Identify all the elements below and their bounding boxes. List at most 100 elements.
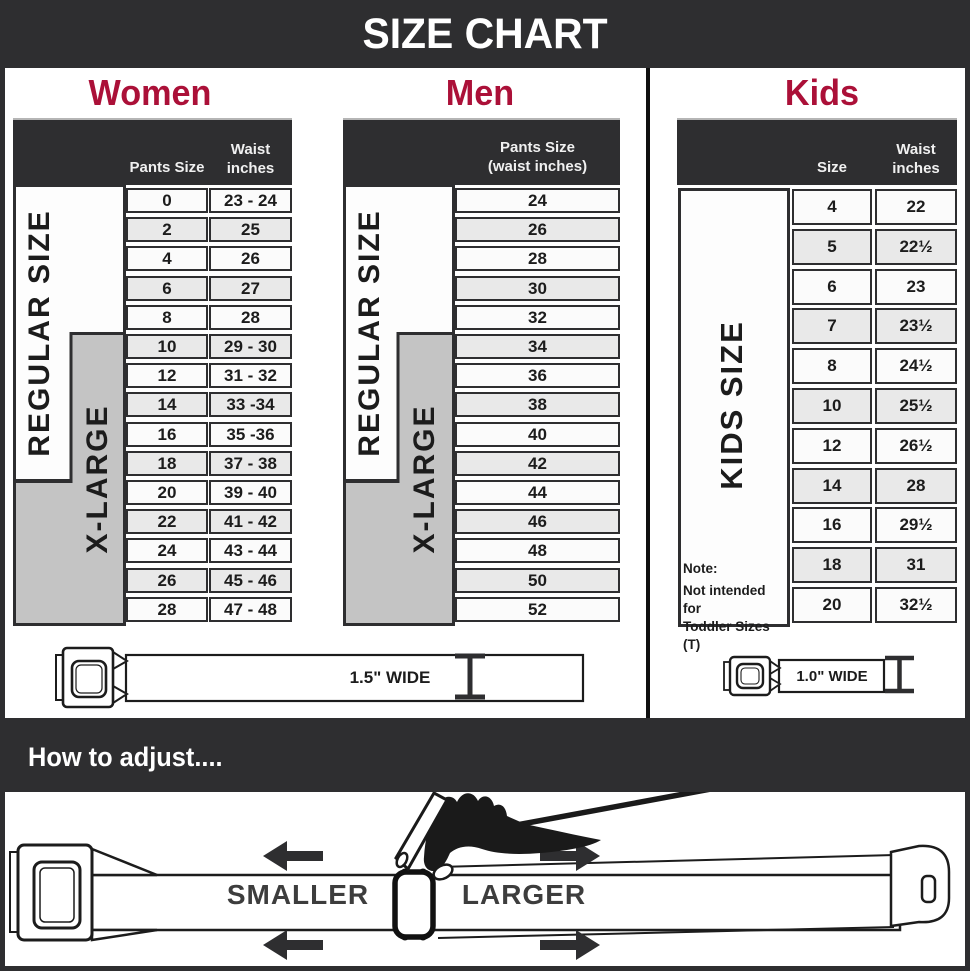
kids-heading: Kids — [784, 72, 860, 113]
men-cell: 36 — [455, 363, 620, 388]
arrow-right-icon — [540, 930, 600, 960]
hand-illustration — [394, 792, 710, 881]
women-cell: 4 — [126, 246, 208, 271]
kids-cell: 31 — [875, 547, 957, 583]
buckle-button-inner-icon — [740, 667, 760, 685]
kids-table-header — [677, 118, 957, 185]
kids-cell: 22½ — [875, 229, 957, 265]
kids-note-line1: Not intended for — [683, 583, 766, 616]
women-cell: 14 — [126, 392, 208, 417]
width-measure-icon — [455, 653, 485, 700]
fingernail — [395, 851, 409, 869]
women-cell: 31 - 32 — [209, 363, 292, 388]
men-cell: 30 — [455, 276, 620, 301]
kids-col-waist: Waist inches — [892, 141, 940, 177]
men-cell: 44 — [455, 480, 620, 505]
men-cell: 26 — [455, 217, 620, 242]
arrow-left-icon — [263, 930, 323, 960]
belt-tip-slot-icon — [920, 874, 937, 904]
men-cell: 48 — [455, 538, 620, 563]
women-cell: 12 — [126, 363, 208, 388]
women-cell: 35 -36 — [209, 422, 292, 447]
men-cell: 38 — [455, 392, 620, 417]
kids-cell: 5 — [792, 229, 872, 265]
page-title: SIZE CHART — [362, 10, 608, 58]
kids-cell: 28 — [875, 468, 957, 504]
kids-note-title: Note: — [683, 561, 718, 576]
women-cell: 6 — [126, 276, 208, 301]
adult-belt-illustration: 1.5" WIDE — [55, 646, 585, 709]
kids-cell: 8 — [792, 348, 872, 384]
kids-col-size: Size — [816, 159, 847, 176]
larger-label: LARGER — [462, 879, 586, 910]
arm-line — [497, 792, 710, 831]
men-cell: 50 — [455, 568, 620, 593]
women-cell: 37 - 38 — [209, 451, 292, 476]
belt-layer-line — [437, 854, 895, 868]
women-cell: 26 — [209, 246, 292, 271]
belt-tip-icon — [889, 844, 951, 928]
women-cell: 41 - 42 — [209, 509, 292, 534]
men-cell: 34 — [455, 334, 620, 359]
adjust-band — [5, 718, 965, 792]
kids-size-group-box — [678, 188, 790, 627]
women-cell: 45 - 46 — [209, 568, 292, 593]
men-cell: 28 — [455, 246, 620, 271]
women-cell: 22 — [126, 509, 208, 534]
width-measure-icon — [885, 655, 914, 694]
women-cell: 33 -34 — [209, 392, 292, 417]
index-finger — [394, 792, 450, 872]
adjust-belt-strap — [88, 873, 902, 932]
men-table-header — [343, 118, 620, 185]
kids-size-label: KIDS SIZE — [714, 320, 749, 490]
women-xlarge-label: X-LARGE — [81, 404, 114, 554]
adult-belt-width-label: 1.5" WIDE — [350, 668, 431, 687]
men-cell: 24 — [455, 188, 620, 213]
women-cell: 10 — [126, 334, 208, 359]
women-cell: 28 — [126, 597, 208, 622]
women-cell: 0 — [126, 188, 208, 213]
kids-cell: 23 — [875, 269, 957, 305]
women-cell: 8 — [126, 305, 208, 330]
men-cell: 40 — [455, 422, 620, 447]
kids-note: Note: Not intended for Toddler Sizes (T) — [683, 560, 787, 654]
women-cell: 29 - 30 — [209, 334, 292, 359]
men-col-line1: Pants Size — [499, 139, 576, 156]
adult-belt-strap — [124, 653, 585, 703]
men-xlarge-label: X-LARGE — [408, 404, 441, 554]
women-cell: 39 - 40 — [209, 480, 292, 505]
men-cell: 52 — [455, 597, 620, 622]
adjust-arrows — [263, 841, 600, 960]
women-cell: 23 - 24 — [209, 188, 292, 213]
women-size-group-boxes — [13, 184, 126, 626]
kids-cell: 22 — [875, 189, 957, 225]
smaller-label: SMALLER — [227, 879, 369, 910]
kids-belt-width-label: 1.0" WIDE — [796, 668, 867, 685]
kids-cell: 20 — [792, 587, 872, 623]
men-size-group-boxes — [343, 184, 455, 626]
kids-cell: 12 — [792, 428, 872, 464]
buckle-button-inner-icon — [75, 664, 103, 694]
kids-cell: 7 — [792, 308, 872, 344]
men-regular-size-label: REGULAR SIZE — [353, 209, 386, 457]
men-cell: 32 — [455, 305, 620, 330]
thumb-tip — [432, 863, 454, 881]
women-cell: 24 — [126, 538, 208, 563]
men-cell: 42 — [455, 451, 620, 476]
women-cell: 16 — [126, 422, 208, 447]
women-cell: 20 — [126, 480, 208, 505]
adjust-illustration: SMALLER LARGER — [9, 792, 951, 960]
kids-note-line2: Toddler Sizes (T) — [683, 619, 770, 652]
women-cell: 25 — [209, 217, 292, 242]
kids-cell: 16 — [792, 507, 872, 543]
kids-cell: 23½ — [875, 308, 957, 344]
women-cell: 18 — [126, 451, 208, 476]
kids-cell: 24½ — [875, 348, 957, 384]
belt-adjuster-icon — [392, 868, 436, 941]
men-col-line2: (waist inches) — [487, 158, 588, 175]
kids-cell: 14 — [792, 468, 872, 504]
hand-silhouette — [423, 793, 601, 872]
women-col-pants-size: Pants Size — [129, 159, 205, 176]
adjust-heading: How to adjust.... — [28, 742, 223, 772]
